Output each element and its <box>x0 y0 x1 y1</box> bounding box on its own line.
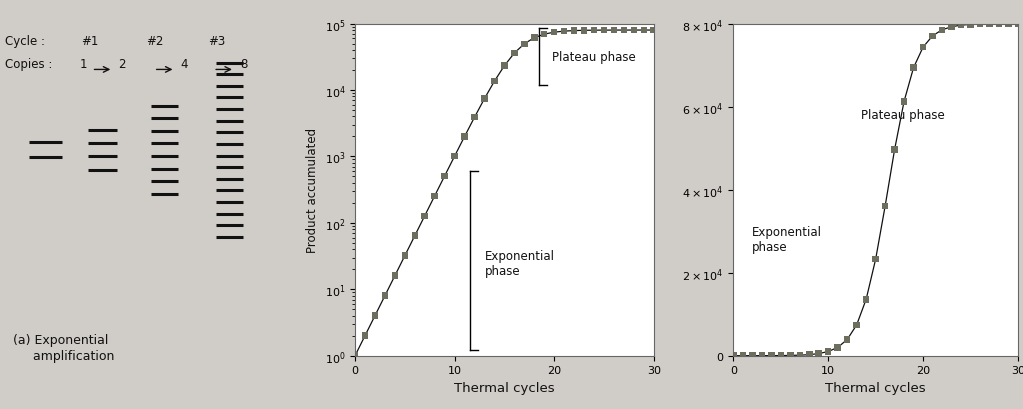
Text: Cycle :: Cycle : <box>5 34 45 47</box>
Text: Copies :: Copies : <box>5 58 52 71</box>
Point <box>526 35 542 42</box>
Point <box>446 153 462 160</box>
Point <box>925 34 941 40</box>
Point <box>744 353 760 359</box>
Text: Exponential
phase: Exponential phase <box>752 226 822 254</box>
Point <box>566 28 582 35</box>
Point <box>801 351 817 358</box>
Point <box>376 293 393 299</box>
Text: amplification: amplification <box>13 349 115 362</box>
Point <box>357 333 373 339</box>
Point <box>820 348 837 355</box>
X-axis label: Thermal cycles: Thermal cycles <box>826 381 926 394</box>
Point <box>626 28 642 34</box>
Point <box>763 353 780 359</box>
Point <box>858 296 875 303</box>
Point <box>437 173 453 180</box>
Text: (a) Exponential: (a) Exponential <box>13 333 108 346</box>
Point <box>555 29 572 35</box>
Point <box>905 65 922 72</box>
Point <box>635 28 652 34</box>
Y-axis label: Product accumulated: Product accumulated <box>306 128 319 253</box>
Point <box>546 30 563 36</box>
Point <box>646 28 662 34</box>
Point <box>754 353 770 359</box>
Text: 2: 2 <box>119 58 126 71</box>
Point <box>886 147 902 153</box>
Point <box>586 28 603 34</box>
Point <box>963 22 979 29</box>
Point <box>496 63 513 70</box>
Point <box>848 322 864 328</box>
Point <box>367 312 384 319</box>
Point <box>536 32 552 38</box>
Point <box>606 28 622 34</box>
Point <box>783 352 799 359</box>
Point <box>915 45 931 51</box>
Point <box>1010 21 1023 28</box>
Point <box>772 353 789 359</box>
Point <box>456 134 473 140</box>
Point <box>972 22 988 28</box>
X-axis label: Thermal cycles: Thermal cycles <box>454 381 554 394</box>
Point <box>506 51 523 57</box>
Point <box>810 351 827 357</box>
Point <box>477 96 493 103</box>
Text: 8: 8 <box>240 58 248 71</box>
Text: #2: #2 <box>145 34 163 47</box>
Point <box>990 21 1007 28</box>
Point <box>981 21 997 28</box>
Text: 4: 4 <box>181 58 188 71</box>
Text: #3: #3 <box>208 34 225 47</box>
Point <box>952 23 969 29</box>
Point <box>486 79 502 85</box>
Text: Plateau phase: Plateau phase <box>552 51 636 64</box>
Text: 1: 1 <box>80 58 87 71</box>
Point <box>934 27 950 34</box>
Point <box>896 99 913 105</box>
Point <box>877 203 893 210</box>
Point <box>792 352 808 359</box>
Point <box>416 213 433 220</box>
Point <box>616 28 632 34</box>
Point <box>397 253 413 259</box>
Point <box>735 353 751 359</box>
Text: Plateau phase: Plateau phase <box>861 109 945 122</box>
Point <box>943 25 960 31</box>
Point <box>1000 21 1017 28</box>
Text: #1: #1 <box>81 34 98 47</box>
Text: Exponential
phase: Exponential phase <box>485 249 554 277</box>
Point <box>387 273 403 279</box>
Point <box>347 353 363 359</box>
Point <box>830 344 846 351</box>
Point <box>427 193 443 200</box>
Point <box>576 28 592 34</box>
Point <box>466 115 483 121</box>
Point <box>406 233 422 239</box>
Point <box>839 337 855 343</box>
Point <box>517 41 533 48</box>
Point <box>595 28 612 34</box>
Point <box>868 256 884 263</box>
Point <box>725 353 742 359</box>
